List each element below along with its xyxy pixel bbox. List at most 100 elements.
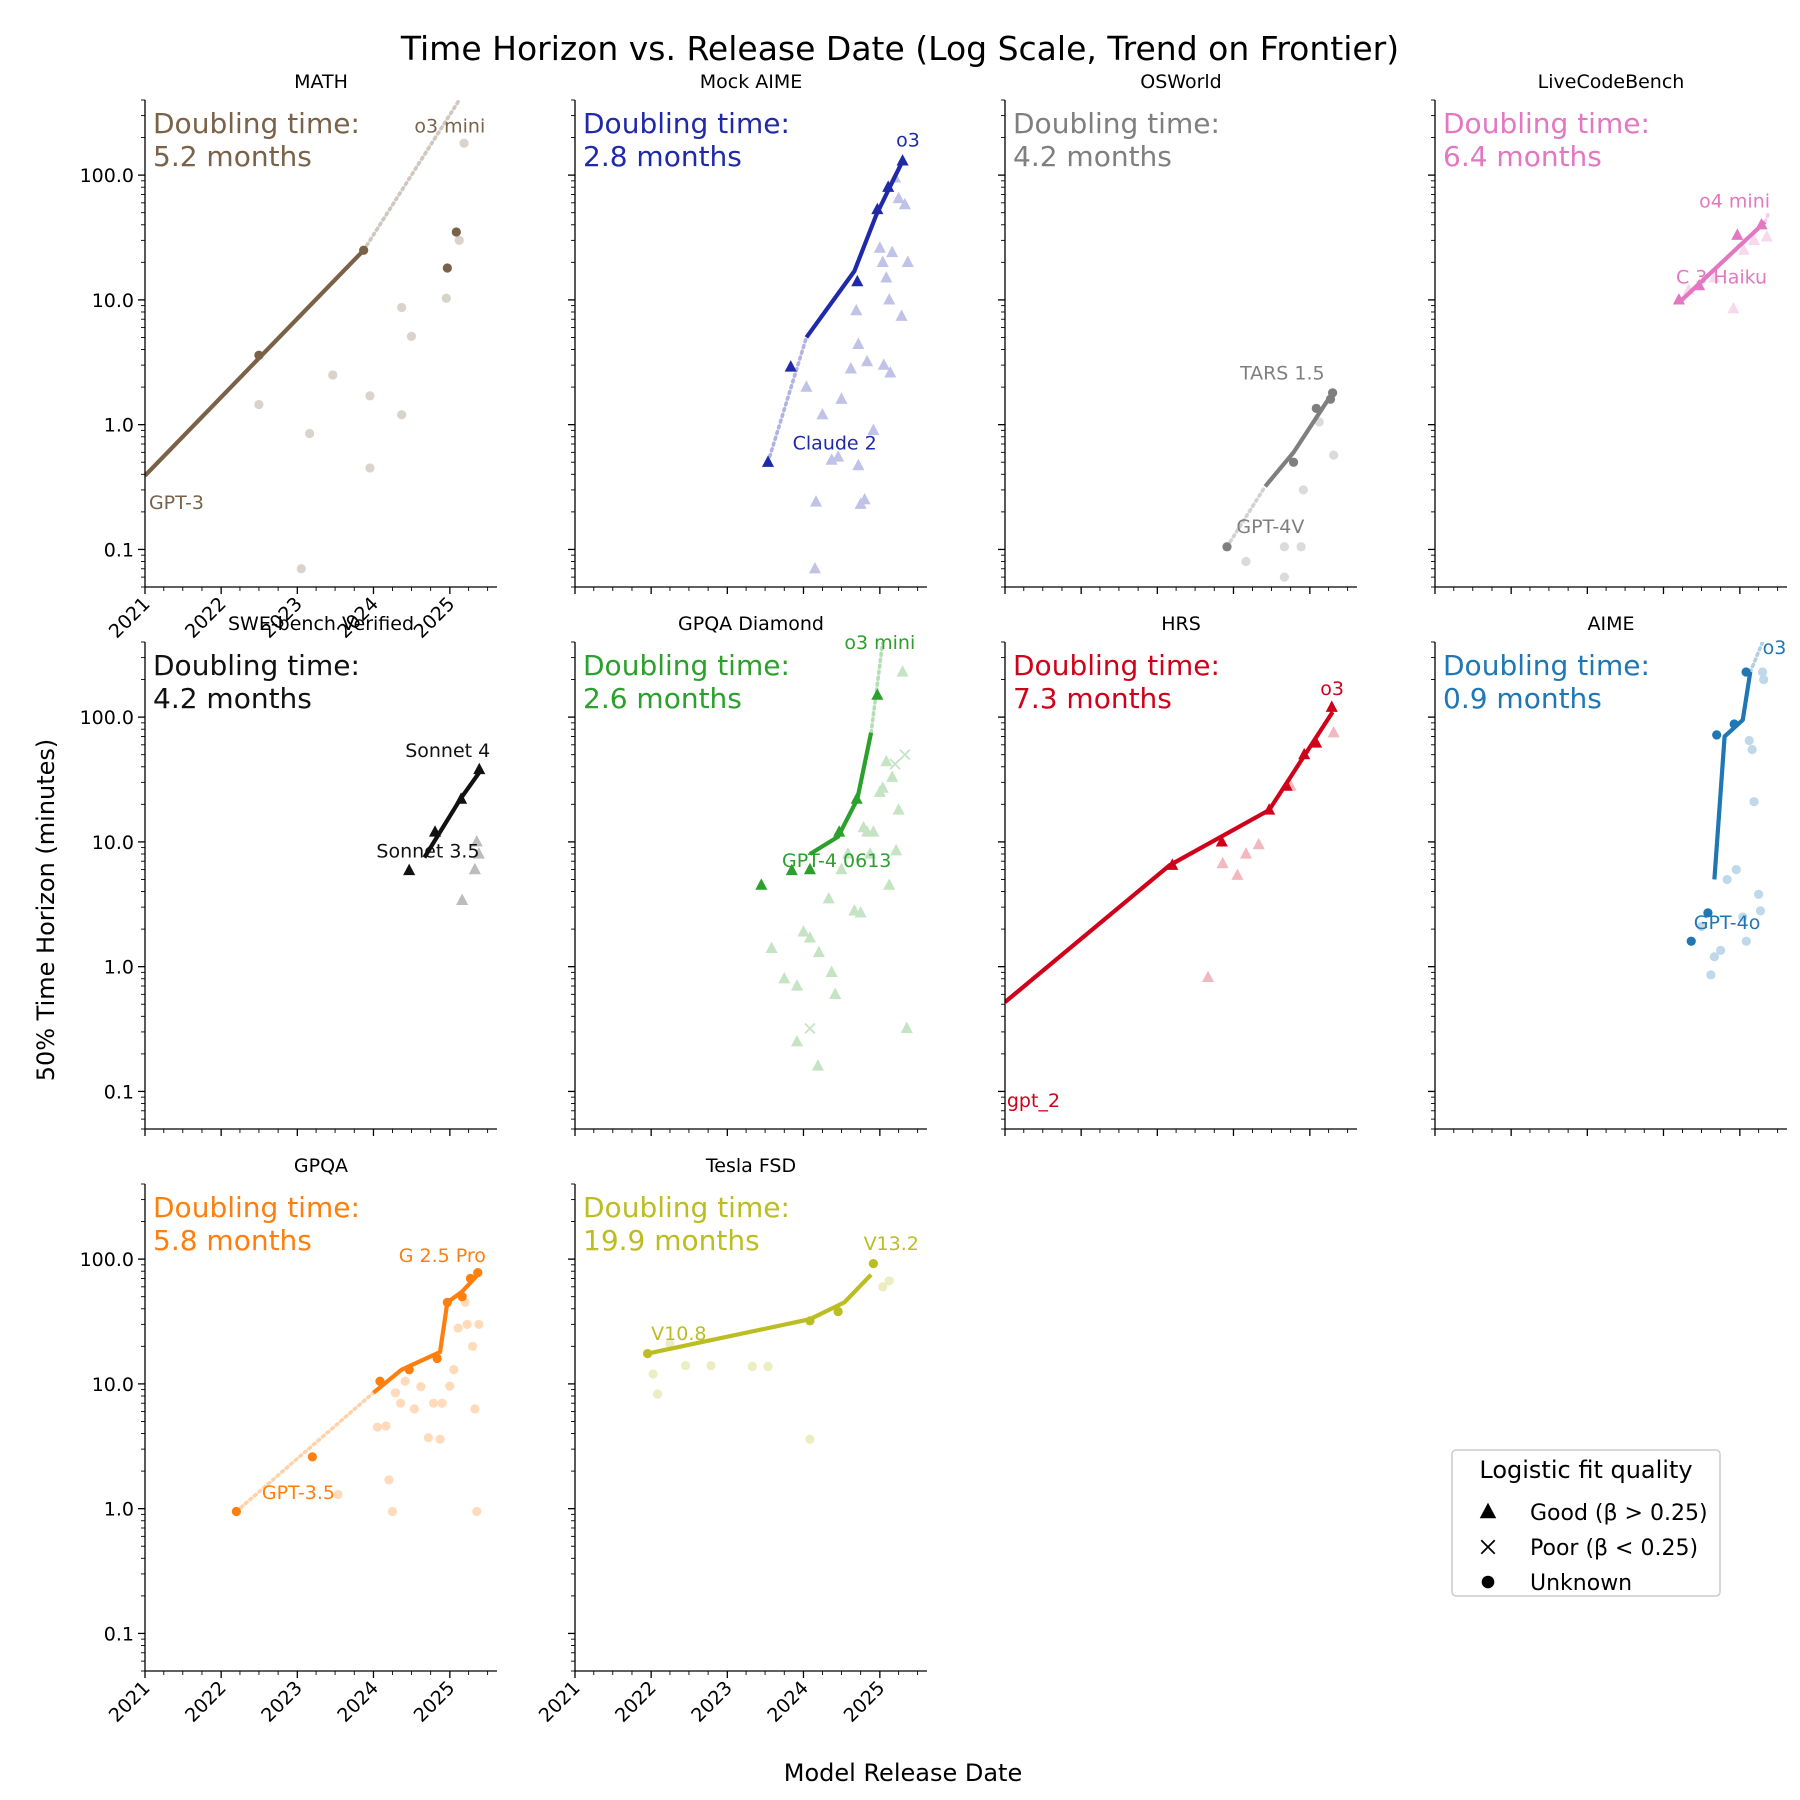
x-tick-label: 2024 (763, 1677, 813, 1727)
y-tick-label: 100.0 (80, 1249, 134, 1271)
subplot-gpqa: GPQA 0.1 1.0 10.0 100.0 2021 2022 2023 2024 2025 G… (80, 1155, 497, 1727)
data-point-frontier (455, 792, 468, 804)
data-point-other (372, 1422, 383, 1432)
model-label: C 3 Haiku (1676, 267, 1767, 289)
data-point-other (886, 245, 899, 258)
data-point-other (803, 931, 816, 943)
data-point-other (841, 847, 854, 859)
data-point-other (423, 1433, 433, 1443)
data-point-frontier (428, 825, 442, 837)
data-point-other (765, 941, 778, 954)
subplot-title: AIME (1588, 613, 1635, 635)
data-point-other (328, 370, 338, 380)
data-point-other (1755, 906, 1766, 916)
data-point-other (472, 847, 485, 859)
data-point-other (825, 965, 838, 977)
data-point-other (400, 1376, 410, 1386)
data-point-other (1241, 556, 1251, 567)
model-label: o3 mini (414, 115, 485, 137)
doubling-time-value: 2.8 months (583, 140, 742, 173)
data-point-frontier (1222, 542, 1232, 552)
doubling-time-heading: Doubling time: (153, 107, 360, 140)
data-point-other (472, 1506, 482, 1517)
data-point-frontier (850, 792, 863, 804)
data-point-other (896, 665, 909, 677)
data-point-frontier (1263, 803, 1276, 815)
data-point-other (829, 987, 842, 999)
data-point-frontier (442, 263, 452, 273)
data-point-other (474, 1319, 484, 1329)
data-point-other (763, 1361, 773, 1372)
doubling-time-value: 5.8 months (153, 1224, 312, 1257)
trend-extension-line (1763, 210, 1771, 224)
subplot-hrs: HRS gpt_2 o3 Doubling time:7.3 months (998, 613, 1357, 1136)
data-point-other (1722, 874, 1732, 885)
x-tick-label: 2021 (105, 1677, 155, 1727)
data-point-other (1298, 485, 1308, 495)
model-label: o3 (896, 129, 920, 151)
data-point-other (901, 255, 914, 267)
subplot-title: Tesla FSD (705, 1155, 796, 1177)
y-tick-label: 10.0 (92, 832, 134, 854)
data-point-frontier (451, 227, 461, 237)
data-point-frontier (375, 1376, 385, 1386)
data-point-other (1279, 542, 1290, 552)
subplot-tesla-fsd: Tesla FSD 2021 2022 2023 2024 2025 V10.8 V13.2 D… (535, 1155, 927, 1727)
trend-extension-line (766, 335, 809, 465)
data-point-frontier (1712, 730, 1722, 740)
legend-item: Poor (β < 0.25) (1480, 1536, 1698, 1561)
doubling-time-value: 4.2 months (153, 682, 312, 715)
data-point-frontier (868, 1259, 878, 1269)
data-point-other (861, 354, 874, 367)
data-point-other (835, 862, 848, 875)
y-tick-label: 0.1 (104, 1623, 134, 1645)
data-point-other (665, 1339, 675, 1349)
data-point-other (1329, 450, 1339, 460)
data-point-frontier (1686, 936, 1696, 946)
data-point-frontier (1215, 835, 1228, 847)
legend-label: Poor (β < 0.25) (1530, 1536, 1698, 1561)
data-point-other (867, 825, 880, 837)
y-tick-label: 10.0 (92, 290, 134, 312)
data-point-other (880, 271, 893, 283)
data-point-other (445, 1381, 455, 1391)
data-point-other (409, 1404, 419, 1414)
data-point-frontier (457, 1292, 467, 1302)
y-tick-label: 0.1 (104, 539, 134, 561)
data-point-frontier (403, 863, 416, 876)
data-point-other (1759, 674, 1769, 685)
data-point-frontier (1755, 217, 1768, 230)
data-point-frontier (465, 1273, 476, 1284)
doubling-time-heading: Doubling time: (153, 1191, 360, 1224)
data-point-frontier (1693, 278, 1706, 291)
model-label: V10.8 (651, 1323, 706, 1345)
model-label: Claude 2 (793, 433, 877, 455)
trend-line (145, 248, 366, 478)
trend-line (1005, 710, 1335, 1004)
subplot-livecodebench: LiveCodeBench C 3 Haiku o4 mini Doubling ti… (1428, 71, 1787, 594)
data-point-other (805, 1434, 815, 1444)
data-point-other (816, 407, 829, 420)
legend-marker-x (1480, 1539, 1496, 1555)
plot-area (231, 1267, 484, 1517)
data-point-other (778, 971, 791, 984)
data-point-other (1709, 952, 1720, 962)
data-point-other (365, 391, 375, 401)
data-point-frontier (833, 825, 846, 837)
data-point-frontier (896, 154, 909, 166)
doubling-time-heading: Doubling time: (583, 1191, 790, 1224)
x-tick-label: 2022 (181, 1677, 231, 1727)
data-point-other (1757, 667, 1768, 677)
data-point-frontier (1280, 779, 1293, 791)
data-point-other (1252, 837, 1265, 850)
doubling-time-heading: Doubling time: (583, 649, 790, 682)
doubling-time-heading: Doubling time: (1443, 649, 1650, 682)
data-point-other (812, 945, 825, 958)
plot-area (1686, 642, 1769, 980)
data-point-other (880, 754, 893, 767)
doubling-time-value: 5.2 months (153, 140, 312, 173)
data-point-other (884, 1276, 894, 1286)
trend-line (1263, 391, 1335, 488)
model-label: V13.2 (864, 1233, 919, 1255)
data-point-other (889, 758, 901, 770)
